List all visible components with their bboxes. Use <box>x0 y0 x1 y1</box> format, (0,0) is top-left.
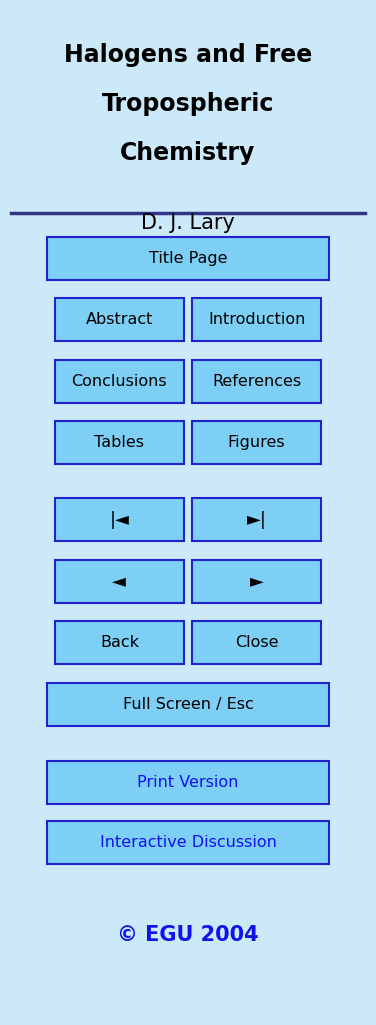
FancyBboxPatch shape <box>192 498 321 541</box>
Text: ►: ► <box>250 572 264 590</box>
FancyBboxPatch shape <box>192 360 321 403</box>
FancyBboxPatch shape <box>55 621 184 664</box>
Text: Abstract: Abstract <box>86 313 153 327</box>
FancyBboxPatch shape <box>47 237 329 280</box>
Text: Halogens and Free: Halogens and Free <box>64 43 312 67</box>
Text: Print Version: Print Version <box>137 775 239 789</box>
Text: Tables: Tables <box>94 436 144 450</box>
Text: Interactive Discussion: Interactive Discussion <box>100 835 276 850</box>
Text: D. J. Lary: D. J. Lary <box>141 213 235 234</box>
Text: Chemistry: Chemistry <box>120 141 256 165</box>
Text: Tropospheric: Tropospheric <box>102 92 274 116</box>
Text: ►|: ►| <box>247 510 267 529</box>
FancyBboxPatch shape <box>47 761 329 804</box>
Text: Full Screen / Esc: Full Screen / Esc <box>123 697 253 711</box>
FancyBboxPatch shape <box>192 621 321 664</box>
FancyBboxPatch shape <box>192 560 321 603</box>
Text: References: References <box>212 374 301 388</box>
Text: Conclusions: Conclusions <box>71 374 167 388</box>
FancyBboxPatch shape <box>55 360 184 403</box>
FancyBboxPatch shape <box>55 421 184 464</box>
FancyBboxPatch shape <box>55 298 184 341</box>
Text: Back: Back <box>100 636 139 650</box>
Text: Close: Close <box>235 636 278 650</box>
Text: |◄: |◄ <box>109 510 129 529</box>
FancyBboxPatch shape <box>55 560 184 603</box>
Text: Title Page: Title Page <box>149 251 227 265</box>
Text: Introduction: Introduction <box>208 313 305 327</box>
FancyBboxPatch shape <box>192 298 321 341</box>
FancyBboxPatch shape <box>55 498 184 541</box>
FancyBboxPatch shape <box>47 821 329 864</box>
Text: ◄: ◄ <box>112 572 126 590</box>
FancyBboxPatch shape <box>47 683 329 726</box>
FancyBboxPatch shape <box>192 421 321 464</box>
Text: Figures: Figures <box>228 436 285 450</box>
Text: © EGU 2004: © EGU 2004 <box>117 925 259 945</box>
